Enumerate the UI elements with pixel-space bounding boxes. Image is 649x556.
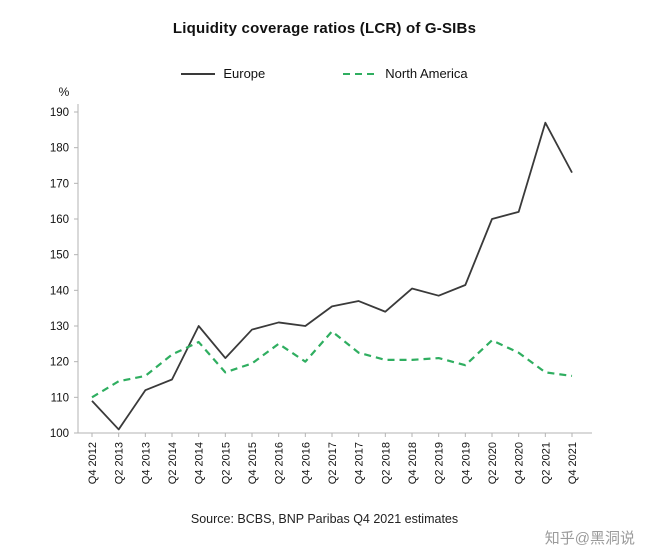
x-axis-tick-label: Q2 2015 [220,442,232,484]
y-axis-tick-label: 190 [50,107,69,119]
y-axis-tick-label: 140 [50,285,69,297]
x-axis-tick-label: Q2 2019 [434,442,446,484]
x-axis-tick-label: Q2 2016 [274,442,286,484]
y-axis-unit-label: % [59,85,70,99]
y-axis-tick-label: 160 [50,214,69,226]
y-axis-tick-label: 150 [50,250,69,262]
y-axis-tick-label: 130 [50,321,69,333]
watermark-text: 知乎@黑洞说 [544,530,635,547]
x-axis-tick-label: Q4 2020 [514,442,526,484]
x-axis-tick-label: Q2 2018 [380,442,392,484]
x-axis-tick-label: Q2 2020 [487,442,499,484]
legend-item-europe: Europe [181,66,265,81]
x-axis-tick-label: Q4 2017 [354,442,366,484]
y-axis-tick-label: 110 [51,392,69,404]
north-america-line-swatch-icon [343,72,378,75]
europe-line-swatch-icon [181,72,216,75]
y-axis-tick-label: 180 [50,143,69,155]
x-axis-tick-label: Q4 2015 [247,442,259,484]
x-axis-tick-label: Q2 2021 [540,442,552,484]
legend-item-north-america: North America [343,66,468,81]
axis-lines [77,104,592,434]
x-axis-tick-label: Q4 2016 [300,442,312,484]
x-axis-tick-label: Q4 2018 [407,442,419,484]
chart-legend: Europe North America [0,66,649,81]
series-line-north-america [91,330,573,399]
source-caption: Source: BCBS, BNP Paribas Q4 2021 estima… [190,512,459,526]
series-line-europe [91,121,573,431]
x-axis-tick-label: Q4 2014 [194,442,206,484]
x-axis-tick-label: Q2 2013 [114,442,126,484]
x-axis-tick-label: Q4 2012 [87,442,99,484]
x-axis-tick-label: Q4 2013 [140,442,152,484]
chart-title: Liquidity coverage ratios (LCR) of G-SIB… [172,20,477,37]
y-axis-tick-label: 120 [50,357,69,369]
x-axis-tick-label: Q4 2021 [567,442,579,484]
legend-label-north-america: North America [385,66,468,81]
x-axis-tick-label: Q2 2014 [167,442,179,484]
x-axis-tick-label: Q4 2019 [460,442,472,484]
legend-label-europe: Europe [223,66,266,81]
y-axis-tick-label: 170 [50,178,69,190]
x-axis-tick-label: Q2 2017 [327,442,339,484]
y-axis-tick-label: 100 [50,428,69,440]
